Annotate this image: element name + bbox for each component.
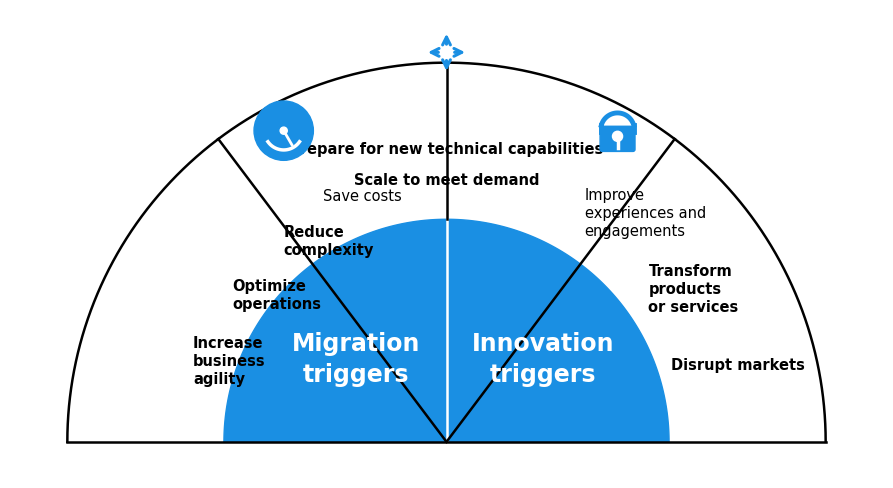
- Text: Innovation
triggers: Innovation triggers: [472, 332, 614, 386]
- Text: Save costs: Save costs: [323, 189, 402, 204]
- FancyBboxPatch shape: [600, 126, 635, 151]
- Circle shape: [613, 131, 622, 142]
- Polygon shape: [67, 62, 826, 442]
- Text: Optimize
operations: Optimize operations: [232, 279, 321, 312]
- Text: Migration
triggers: Migration triggers: [292, 332, 420, 386]
- Text: Improve
experiences and
engagements: Improve experiences and engagements: [585, 187, 705, 239]
- Text: Scale to meet demand: Scale to meet demand: [354, 173, 539, 187]
- Polygon shape: [224, 219, 669, 442]
- Text: Transform
products
or services: Transform products or services: [648, 264, 739, 315]
- Text: Reduce
complexity: Reduce complexity: [284, 225, 374, 259]
- Text: Prepare for new technical capabilities: Prepare for new technical capabilities: [289, 142, 604, 157]
- Text: Disrupt markets: Disrupt markets: [672, 358, 805, 373]
- Circle shape: [280, 127, 288, 134]
- Text: Increase
business
agility: Increase business agility: [193, 336, 265, 387]
- Circle shape: [254, 101, 313, 161]
